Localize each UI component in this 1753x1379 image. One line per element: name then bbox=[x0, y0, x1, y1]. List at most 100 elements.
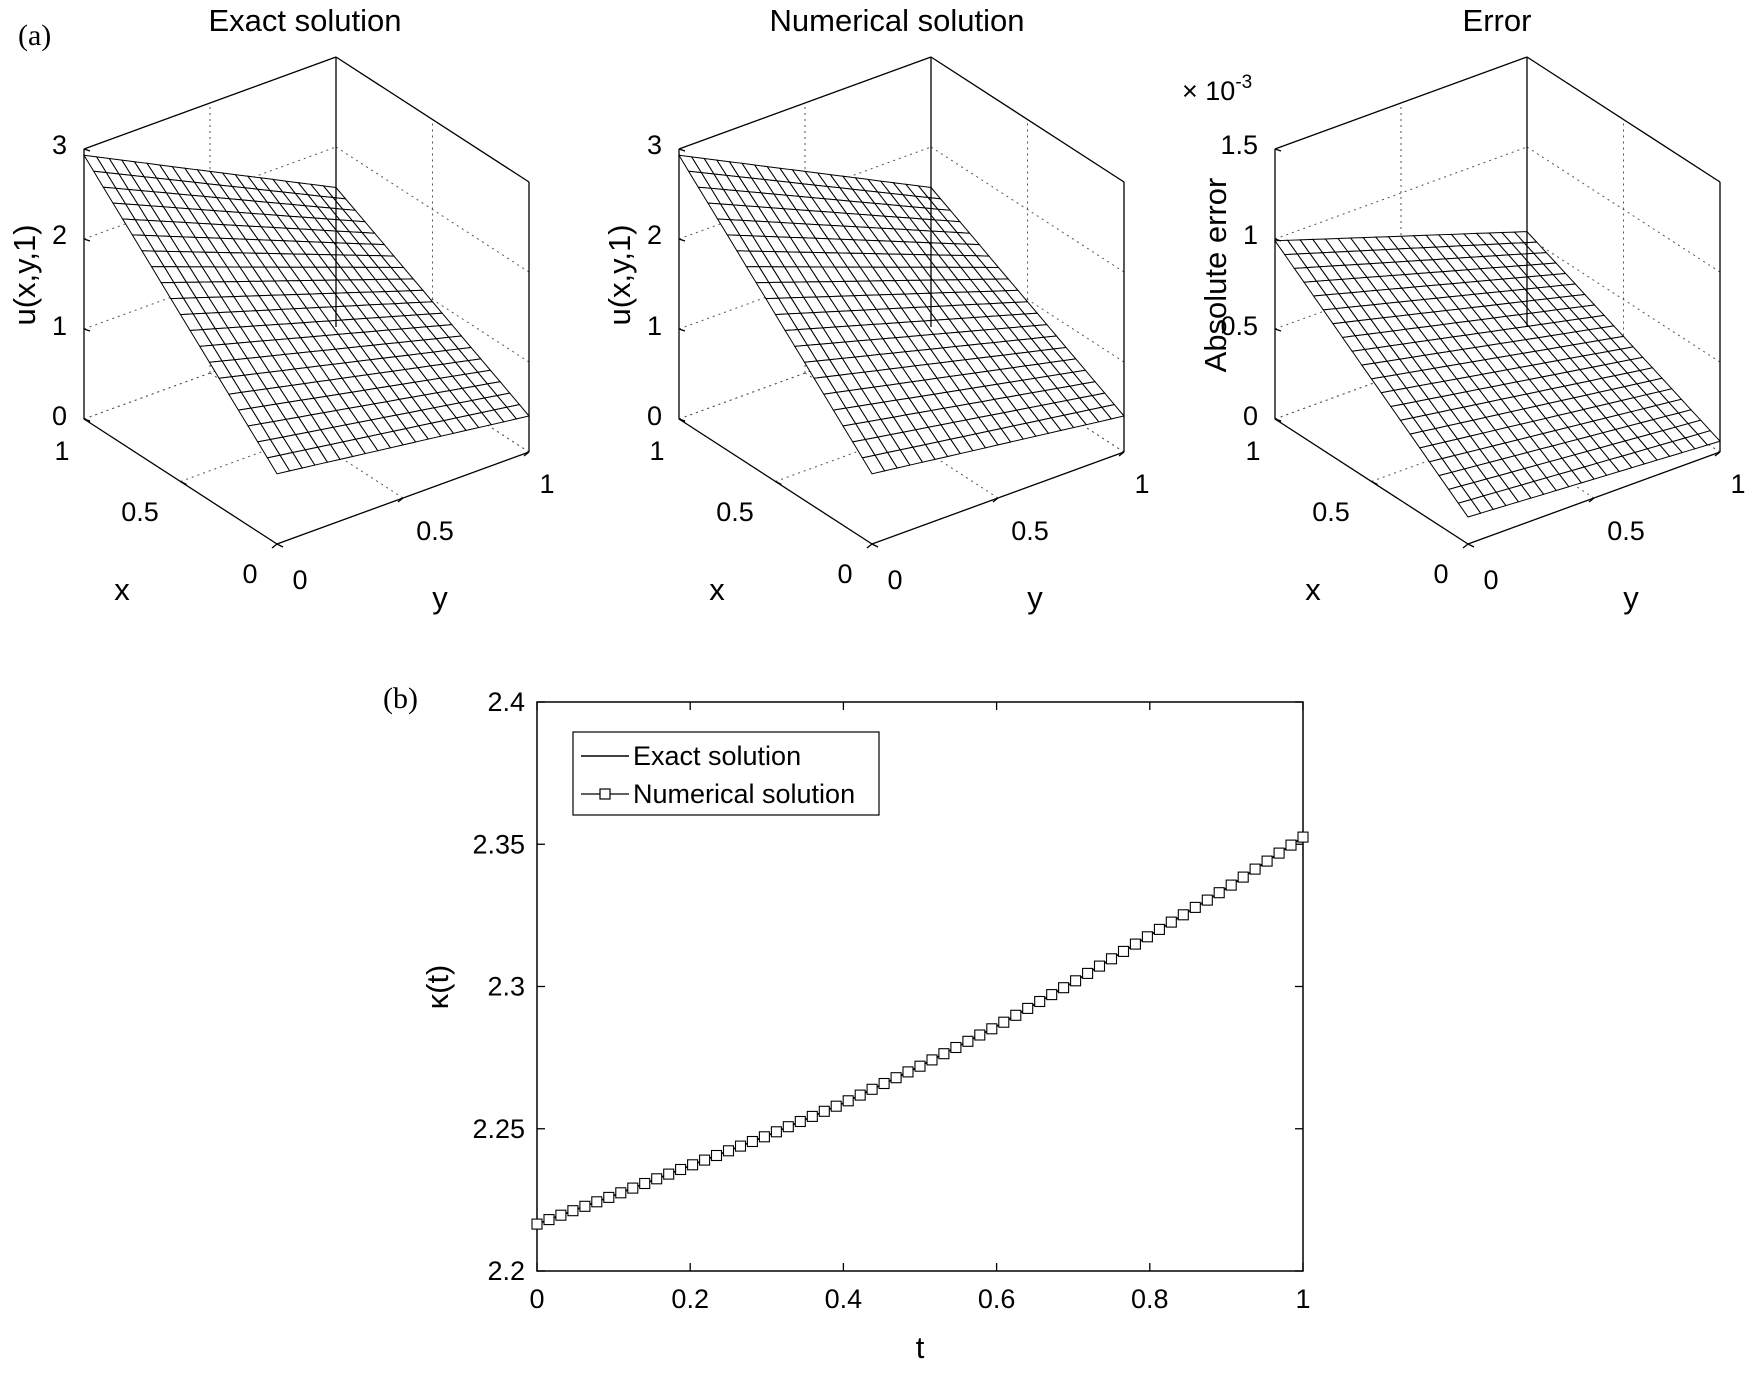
y-tick-label: 2.25 bbox=[472, 1114, 525, 1144]
y-tick-mark bbox=[1714, 451, 1721, 457]
x-axis-label: x bbox=[1305, 572, 1321, 607]
numerical-solution-marker bbox=[1189, 901, 1201, 913]
numerical-solution-marker bbox=[1201, 894, 1213, 906]
top-back-left-edge bbox=[678, 56, 932, 150]
numerical-solution-marker bbox=[734, 1140, 747, 1152]
panel-a-label: (a) bbox=[18, 19, 51, 52]
numerical-solution-marker bbox=[1153, 923, 1165, 935]
y-tick-label: 0 bbox=[887, 565, 902, 595]
y-axis-label: y bbox=[1623, 580, 1639, 615]
top-back-left-edge bbox=[1274, 56, 1528, 150]
numerical-solution-marker bbox=[926, 1054, 938, 1066]
numerical-solution-marker bbox=[782, 1121, 794, 1133]
legend-label-exact-solution: Exact solution bbox=[633, 741, 801, 771]
numerical-solution-surface-plot: Numerical solution 0 1 2 3 1 0.5 0 0 0.5… bbox=[602, 3, 1150, 615]
x-tick-label: 0.5 bbox=[1312, 497, 1350, 527]
numerical-solution-marker bbox=[1105, 953, 1118, 965]
y-tick-mark bbox=[866, 543, 873, 549]
surface-mesh-cell bbox=[266, 454, 291, 475]
z-tick-label: 1 bbox=[647, 311, 662, 341]
numerical-solution-marker bbox=[687, 1159, 699, 1171]
z-tick-label: 2 bbox=[52, 220, 67, 250]
legend-label-numerical-solution: Numerical solution bbox=[633, 779, 855, 809]
x-axis-label: t bbox=[916, 1330, 925, 1365]
x-tick-mark bbox=[775, 480, 782, 486]
y-tick-label: 0 bbox=[292, 565, 307, 595]
legend-marker-numerical-solution bbox=[599, 788, 611, 800]
numerical-solution-marker bbox=[627, 1182, 639, 1194]
grid-line bbox=[678, 146, 932, 240]
y-tick-mark bbox=[397, 497, 404, 503]
numerical-solution-marker bbox=[950, 1041, 962, 1054]
y-tick-label: 0.5 bbox=[416, 516, 454, 546]
x-tick-mark bbox=[180, 480, 187, 486]
y-tick-label: 0 bbox=[1483, 565, 1498, 595]
numerical-solution-marker bbox=[998, 1016, 1010, 1028]
x-tick-label: 0.5 bbox=[716, 497, 754, 527]
x-axis-label: x bbox=[114, 572, 130, 607]
numerical-solution-marker bbox=[1297, 831, 1309, 843]
z-tick-mark bbox=[83, 148, 91, 152]
numerical-solution-marker bbox=[1285, 839, 1297, 851]
numerical-solution-marker bbox=[603, 1191, 615, 1203]
numerical-solution-marker bbox=[902, 1066, 914, 1078]
numerical-solution-marker bbox=[699, 1154, 711, 1166]
numerical-solution-marker bbox=[615, 1187, 627, 1199]
plot-title: Error bbox=[1463, 3, 1532, 38]
numerical-solution-marker bbox=[890, 1072, 902, 1084]
x-tick-label: 1 bbox=[649, 436, 664, 466]
x-tick-label: 0.5 bbox=[121, 497, 159, 527]
numerical-solution-marker bbox=[914, 1060, 926, 1072]
y-tick-mark bbox=[1118, 451, 1125, 457]
y-tick-mark bbox=[1462, 543, 1469, 549]
numerical-solution-marker bbox=[1261, 855, 1273, 867]
y-tick-label: 1 bbox=[1134, 469, 1149, 499]
numerical-solution-marker bbox=[1213, 887, 1225, 899]
numerical-solution-marker bbox=[555, 1209, 567, 1221]
x-tick-label: 1 bbox=[1295, 1284, 1310, 1314]
y-tick-mark bbox=[992, 497, 999, 503]
x-tick-label: 0 bbox=[529, 1284, 544, 1314]
x-tick-label: 0 bbox=[837, 559, 852, 589]
x-tick-label: 0.6 bbox=[978, 1284, 1016, 1314]
numerical-solution-marker bbox=[866, 1083, 878, 1095]
z-tick-mark bbox=[678, 238, 686, 242]
z-tick-label: 3 bbox=[647, 130, 662, 160]
z-tick-label: 0 bbox=[647, 401, 662, 431]
surface-mesh-cell bbox=[1457, 499, 1482, 518]
numerical-solution-marker bbox=[531, 1218, 543, 1230]
x-tick-label: 1 bbox=[54, 436, 69, 466]
numerical-solution-marker bbox=[567, 1205, 579, 1217]
legend: Exact solution Numerical solution bbox=[572, 731, 880, 816]
z-tick-label: 1 bbox=[52, 311, 67, 341]
y-tick-label: 1 bbox=[1730, 469, 1745, 499]
y-tick-label: 0.5 bbox=[1607, 516, 1645, 546]
z-tick-label: 0 bbox=[52, 401, 67, 431]
numerical-solution-marker bbox=[878, 1077, 890, 1090]
y-tick-label: 2.3 bbox=[487, 972, 525, 1002]
numerical-solution-marker bbox=[1177, 909, 1189, 921]
numerical-solution-marker bbox=[1117, 945, 1130, 957]
y-tick-mark bbox=[1588, 497, 1595, 503]
top-back-right-edge bbox=[930, 56, 1125, 183]
z-exponent-power: -3 bbox=[1235, 72, 1252, 93]
z-tick-mark bbox=[83, 238, 91, 242]
z-tick-mark bbox=[678, 148, 686, 152]
y-tick-label: 2.35 bbox=[472, 829, 525, 859]
numerical-solution-marker bbox=[722, 1145, 735, 1157]
numerical-solution-marker bbox=[639, 1177, 651, 1190]
numerical-solution-marker bbox=[710, 1149, 723, 1162]
numerical-solution-marker bbox=[818, 1105, 830, 1117]
x-tick-label: 0.4 bbox=[825, 1284, 863, 1314]
numerical-solution-marker bbox=[938, 1048, 950, 1060]
surface-mesh-cell bbox=[861, 454, 886, 475]
numerical-solution-marker bbox=[1129, 938, 1141, 950]
numerical-solution-marker bbox=[1046, 989, 1058, 1001]
x-tick-mark bbox=[83, 418, 91, 423]
numerical-solution-marker bbox=[1093, 960, 1106, 972]
exact-solution-surface-plot: Exact solution 0 1 2 3 1 0.5 0 0 0.5 1 x… bbox=[7, 3, 555, 615]
z-tick-label: 0.5 bbox=[1220, 311, 1258, 341]
panel-b-label: (b) bbox=[383, 682, 418, 715]
x-tick-mark bbox=[871, 543, 879, 548]
